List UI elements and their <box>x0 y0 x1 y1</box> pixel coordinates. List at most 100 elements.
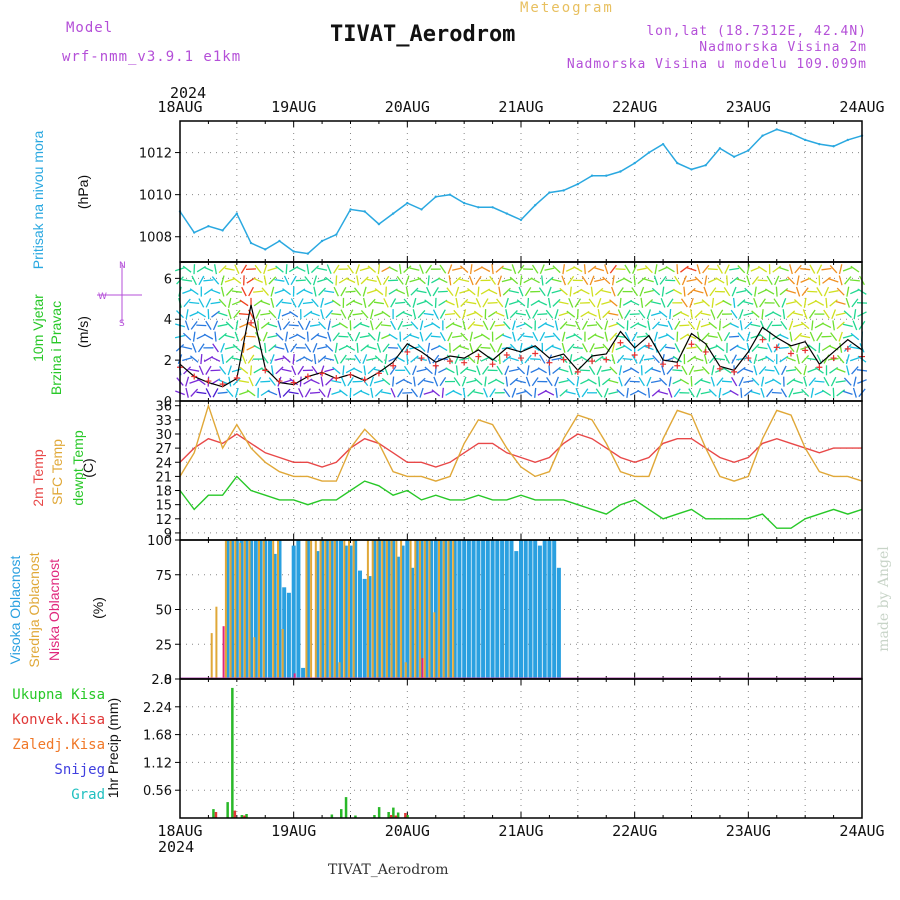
wind-arrow <box>268 344 277 352</box>
cloud-bar <box>391 540 396 679</box>
pressure-point <box>505 212 508 215</box>
wind-arrow <box>360 309 369 319</box>
wind-arrow <box>297 298 304 308</box>
wind-arrow <box>751 377 760 386</box>
ytick-label: 0 <box>164 395 172 410</box>
wind-arrow <box>573 333 583 341</box>
cloud-bar <box>481 540 486 679</box>
wind-arrow <box>196 391 207 395</box>
wind-arrow <box>708 277 718 284</box>
date-label-19aug: 19AUG <box>271 822 317 840</box>
gust-marker <box>574 368 581 375</box>
wind-arrow <box>721 380 733 383</box>
wind-arrow <box>518 286 524 297</box>
wind-arrow <box>331 312 342 316</box>
pressure-point <box>519 218 523 222</box>
wind-arrow <box>718 387 722 398</box>
legend-conv-rain: Konvek.Kisa <box>12 712 105 728</box>
gust-marker <box>461 359 468 366</box>
wind-arrow <box>850 332 860 341</box>
wind-arrow <box>261 354 269 364</box>
wind-arrow <box>736 345 747 351</box>
wind-arrow <box>732 297 736 308</box>
wind-arrow <box>189 368 200 372</box>
wind-arrow <box>505 376 509 387</box>
pressure-point <box>789 132 793 135</box>
wind-arrow <box>789 331 793 342</box>
wind-arrow <box>816 332 823 342</box>
wind-arrow <box>332 332 340 342</box>
wind-arrow <box>374 388 383 397</box>
wind-arrow <box>390 320 397 331</box>
pressure-point <box>718 147 722 150</box>
ytick-label: 33 <box>155 414 172 429</box>
wind-arrow <box>643 357 654 361</box>
wind-arrow <box>439 331 446 342</box>
wind-arrow <box>530 367 540 374</box>
wind-arrow <box>589 275 595 286</box>
wind-arrow <box>437 290 448 293</box>
wind-arrow <box>190 388 199 397</box>
wind-arrow <box>672 378 683 385</box>
wind-arrow <box>544 389 555 396</box>
wind-arrow <box>731 286 737 297</box>
wind-arrow <box>659 343 667 353</box>
wind-arrow <box>212 343 219 353</box>
legend-total-rain: Ukupna Kisa <box>12 687 105 703</box>
wind-arrow <box>835 300 846 305</box>
wind-arrow <box>309 323 321 327</box>
cloud-bar <box>404 662 407 679</box>
wind-arrow <box>191 275 197 286</box>
wind-arrow <box>403 265 412 273</box>
date-label-21aug: 21AUG <box>498 98 544 116</box>
wind-arrow <box>700 323 711 328</box>
wind-arrow <box>352 312 363 316</box>
ytick-label: 27 <box>155 442 172 457</box>
wind-arrow <box>298 388 304 398</box>
wind-arrow <box>214 331 217 342</box>
wind-arrow <box>842 266 853 272</box>
wind-arrow <box>220 275 225 286</box>
wind-arrow <box>694 377 703 386</box>
wind-arrow <box>651 312 661 317</box>
wind-arrow <box>362 286 367 297</box>
wind-arrow <box>299 376 302 387</box>
pressure-point <box>434 195 437 198</box>
cloud-bar <box>366 540 369 679</box>
wind-arrow <box>808 309 816 319</box>
precip-bar <box>377 807 381 818</box>
wind-arrow <box>225 287 234 296</box>
cloud-bar <box>476 540 481 679</box>
wind-arrow <box>189 301 200 305</box>
wind-arrow <box>793 379 804 384</box>
wind-arrow <box>711 365 715 376</box>
cloud-bar <box>253 540 258 679</box>
ytick-label: 2.8 <box>151 673 172 688</box>
cloud-bar <box>490 540 495 679</box>
wind-arrow <box>193 264 196 275</box>
wind-arrow <box>787 276 795 285</box>
wind-arrow <box>688 388 695 398</box>
wind-arrow <box>629 390 640 396</box>
wind-arrow <box>228 376 232 387</box>
cloud-bar <box>381 540 386 679</box>
ytick-label: 21 <box>155 470 172 485</box>
wind-arrow <box>182 357 193 362</box>
wind-arrow <box>604 320 609 331</box>
wind-arrow <box>480 266 491 273</box>
wind-arrow <box>608 312 619 316</box>
wind-arrow <box>530 358 541 361</box>
wind-arrow <box>382 275 390 285</box>
wind-arrow <box>548 365 551 376</box>
cloud-bar <box>243 540 246 679</box>
wind-arrow <box>637 389 647 396</box>
cloud-bar <box>258 540 263 679</box>
wind-arrow <box>320 309 325 320</box>
ytick-label: 4 <box>164 313 172 328</box>
wind-arrow <box>290 275 297 286</box>
cloud-bar <box>329 540 332 679</box>
wind-arrow <box>622 277 633 284</box>
wind-arrow <box>508 368 519 373</box>
cloud-bar <box>262 540 265 679</box>
wind-arrow <box>832 320 835 331</box>
